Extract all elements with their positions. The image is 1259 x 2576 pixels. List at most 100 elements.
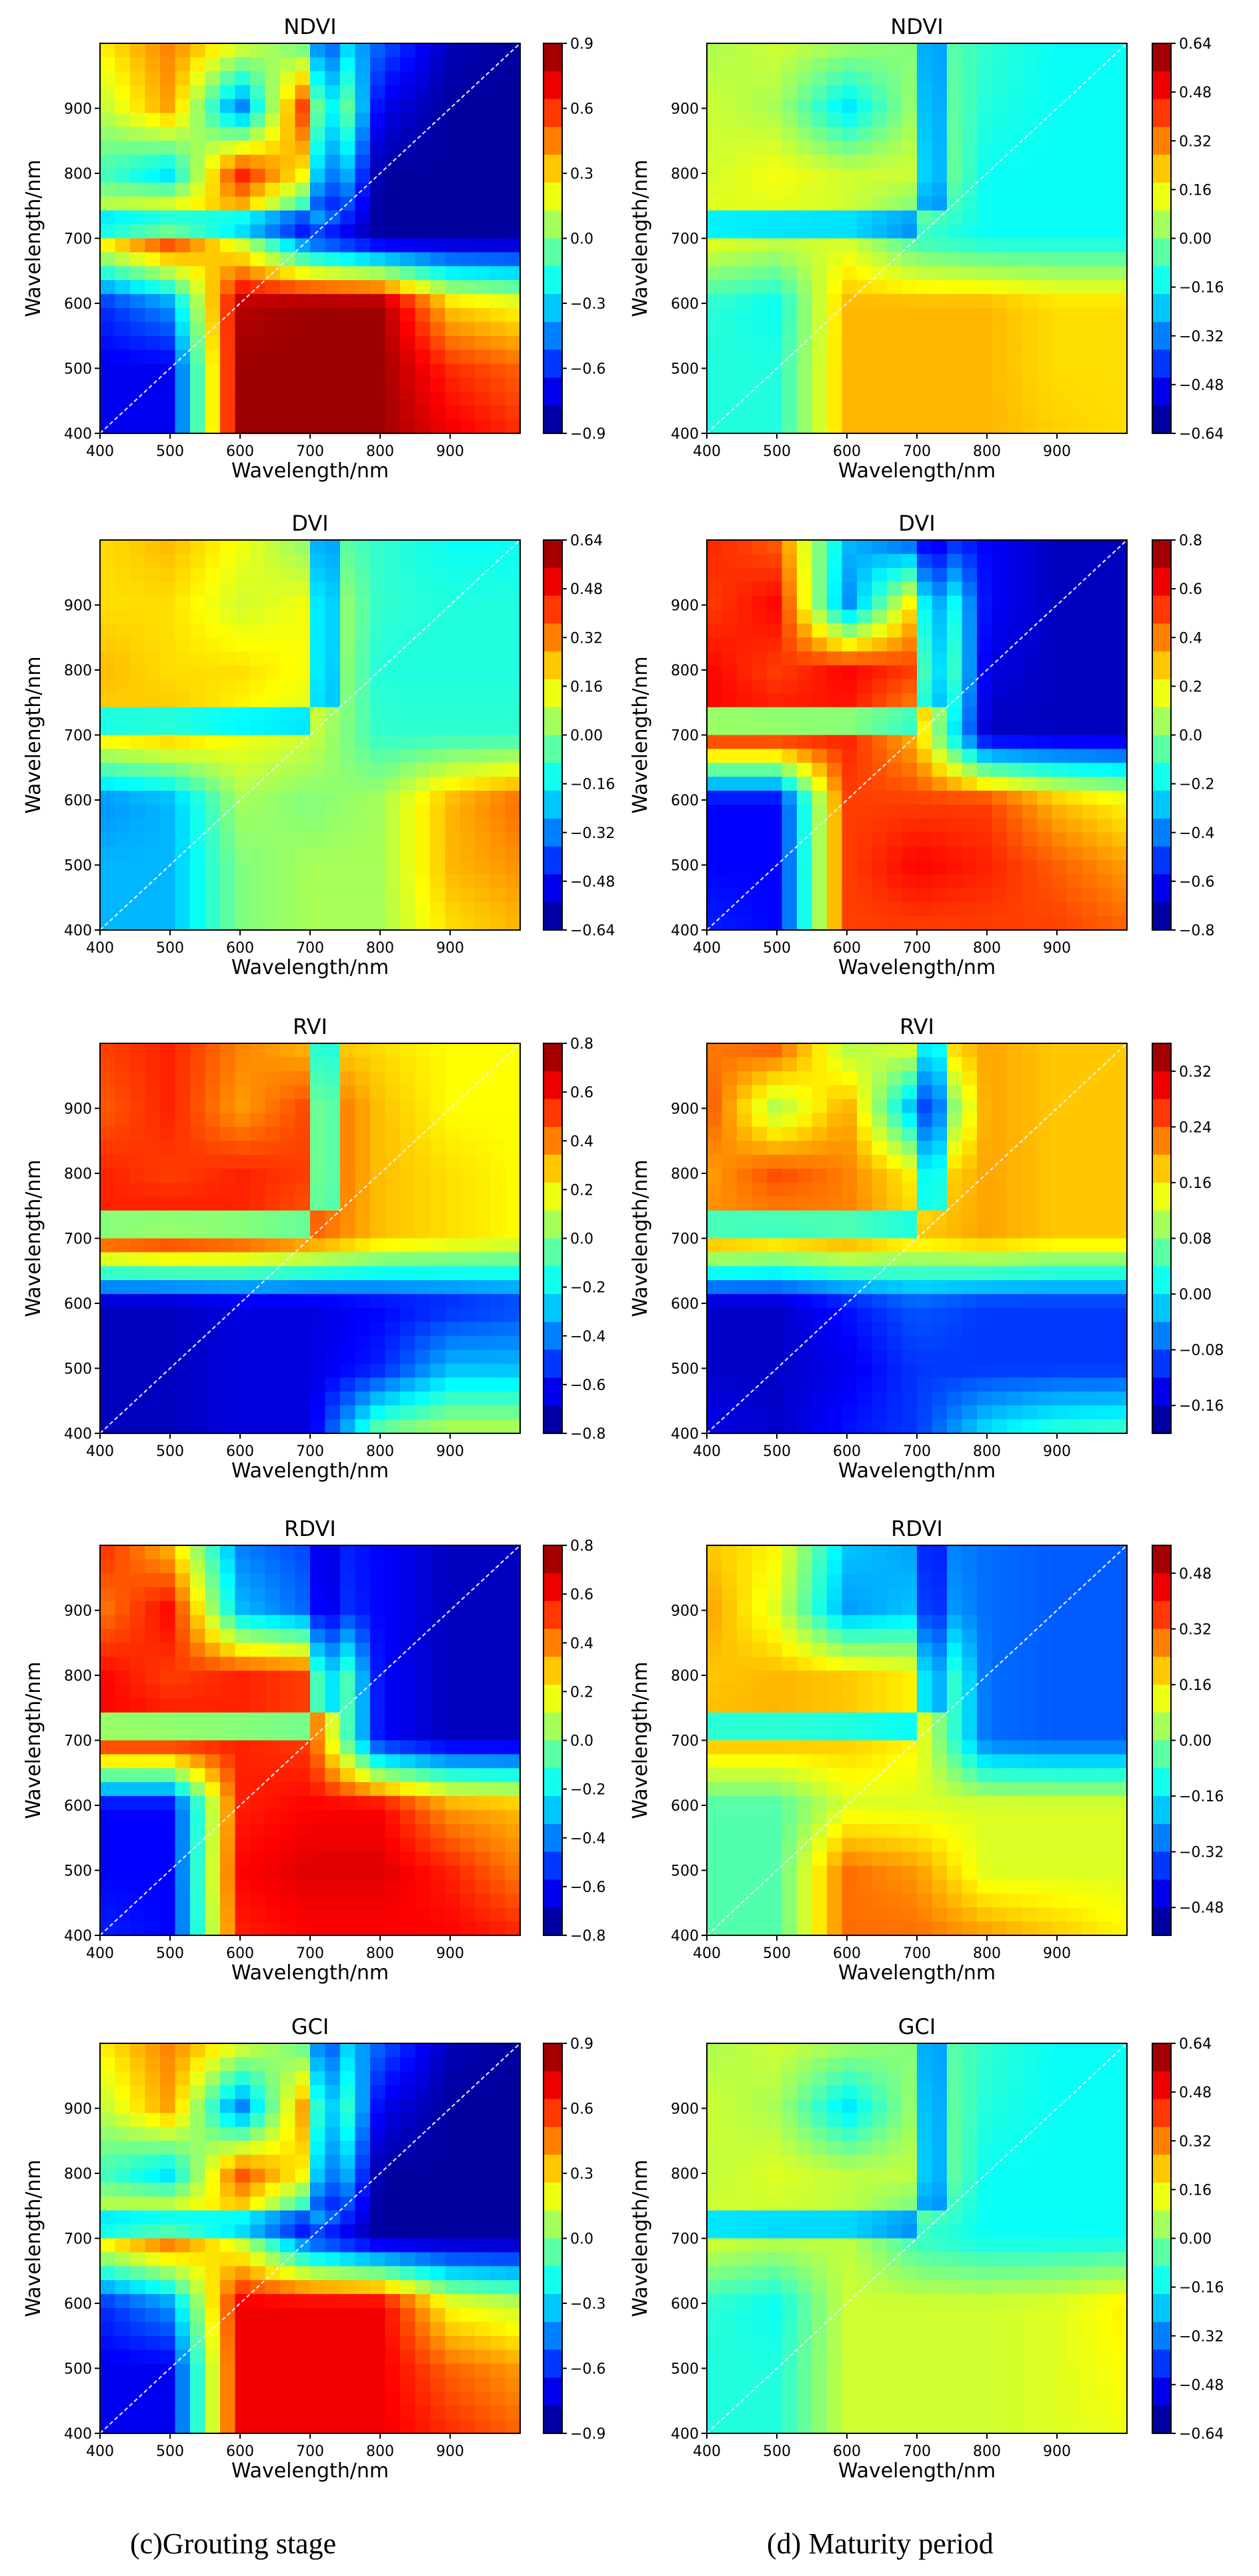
heatmap-cell bbox=[827, 1294, 843, 1309]
heatmap-cell bbox=[977, 1266, 993, 1281]
heatmap-cell bbox=[947, 567, 963, 583]
heatmap-cell bbox=[505, 99, 520, 114]
heatmap-cell bbox=[752, 1057, 768, 1072]
heatmap-cell bbox=[857, 1391, 873, 1406]
heatmap-cell bbox=[947, 71, 963, 86]
heatmap-cell bbox=[812, 651, 828, 666]
heatmap-cell bbox=[460, 1099, 476, 1114]
heatmap-cell bbox=[1067, 623, 1083, 638]
heatmap-cell bbox=[460, 651, 476, 666]
heatmap-cell bbox=[475, 252, 491, 267]
heatmap-cell bbox=[355, 363, 371, 379]
heatmap-cell bbox=[430, 581, 446, 597]
heatmap-cell bbox=[782, 141, 798, 155]
heatmap-cell bbox=[385, 280, 401, 295]
heatmap-cell bbox=[1037, 595, 1053, 611]
heatmap-cell bbox=[115, 846, 131, 861]
heatmap-cell bbox=[707, 1252, 723, 1267]
heatmap-cell bbox=[1022, 294, 1038, 309]
heatmap-cell bbox=[220, 141, 236, 155]
heatmap-cell bbox=[752, 99, 768, 114]
heatmap-cell bbox=[370, 693, 386, 708]
heatmap-cell bbox=[992, 818, 1008, 833]
heatmap-cell bbox=[962, 307, 978, 323]
heatmap-cell bbox=[1067, 735, 1083, 749]
heatmap-cell bbox=[1097, 1280, 1113, 1295]
heatmap-cell bbox=[947, 902, 963, 917]
heatmap-cell bbox=[827, 1085, 843, 1100]
heatmap-cell bbox=[160, 777, 176, 791]
heatmap-cell bbox=[415, 1196, 431, 1211]
heatmap-cell bbox=[992, 1043, 1008, 1058]
heatmap-cell bbox=[370, 321, 386, 337]
heatmap-cell bbox=[415, 1141, 431, 1155]
heatmap-cell bbox=[265, 1405, 281, 1420]
heatmap-cell bbox=[812, 1057, 828, 1072]
heatmap-cell bbox=[310, 651, 326, 666]
heatmap-cell bbox=[812, 113, 828, 127]
heatmap-cell bbox=[842, 224, 858, 239]
heatmap-cell bbox=[722, 735, 738, 749]
heatmap-cell bbox=[340, 1238, 356, 1253]
heatmap-cell bbox=[1067, 196, 1083, 211]
heatmap-cell bbox=[767, 540, 783, 555]
heatmap-cell bbox=[190, 266, 206, 281]
heatmap-cell bbox=[430, 1321, 446, 1337]
heatmap-cell bbox=[310, 581, 326, 597]
heatmap-cell bbox=[355, 1363, 371, 1379]
heatmap-cell bbox=[737, 916, 753, 930]
heatmap-cell bbox=[947, 294, 963, 309]
heatmap-cell bbox=[460, 43, 476, 58]
heatmap-cell bbox=[430, 1391, 446, 1406]
heatmap-cell bbox=[235, 182, 251, 197]
heatmap-cell bbox=[737, 127, 753, 141]
heatmap-cell bbox=[235, 155, 251, 169]
heatmap-cell bbox=[145, 1085, 161, 1100]
heatmap-cell bbox=[1037, 1224, 1053, 1239]
heatmap-cell bbox=[370, 860, 386, 875]
heatmap-cell bbox=[370, 1182, 386, 1197]
heatmap-cell bbox=[265, 1113, 281, 1127]
heatmap-cell bbox=[340, 1349, 356, 1365]
heatmap-cell bbox=[1067, 238, 1083, 253]
heatmap-cell bbox=[887, 846, 903, 861]
heatmap-cell bbox=[220, 1335, 236, 1351]
heatmap-cell bbox=[992, 85, 1008, 100]
heatmap-cell bbox=[145, 1057, 161, 1072]
heatmap-cell bbox=[295, 553, 311, 569]
heatmap-cell bbox=[977, 196, 993, 211]
heatmap-cell bbox=[962, 1321, 978, 1337]
heatmap-cell bbox=[370, 1377, 386, 1392]
heatmap-cell bbox=[445, 651, 461, 666]
heatmap-cell bbox=[220, 266, 236, 281]
heatmap-cell bbox=[100, 349, 116, 365]
heatmap-cell bbox=[160, 294, 176, 309]
heatmap-cell bbox=[145, 391, 161, 406]
heatmap-cell bbox=[842, 238, 858, 253]
heatmap-cell bbox=[490, 916, 506, 930]
y-axis-label: Wavelength/nm bbox=[629, 656, 652, 813]
heatmap-cell bbox=[872, 1294, 888, 1309]
heatmap-cell bbox=[842, 609, 858, 624]
heatmap-cell bbox=[707, 1155, 723, 1169]
heatmap-cell bbox=[932, 581, 948, 597]
colorbar-band bbox=[543, 623, 562, 652]
heatmap-cell bbox=[190, 1169, 206, 1183]
heatmap-cell bbox=[505, 763, 520, 777]
heatmap-cell bbox=[505, 1224, 520, 1239]
heatmap-cell bbox=[857, 735, 873, 749]
heatmap-cell bbox=[797, 99, 813, 114]
heatmap-cell bbox=[415, 57, 431, 72]
colorbar-tick-label: 0.3 bbox=[570, 166, 593, 183]
heatmap-cell bbox=[902, 1182, 918, 1197]
heatmap-cell bbox=[962, 321, 978, 337]
heatmap-cell bbox=[872, 363, 888, 379]
heatmap-cell bbox=[235, 1349, 251, 1365]
heatmap-cell bbox=[235, 1169, 251, 1183]
heatmap-cell bbox=[490, 791, 506, 805]
heatmap-cell bbox=[340, 609, 356, 624]
heatmap-cell bbox=[355, 540, 371, 555]
heatmap-cell bbox=[812, 1391, 828, 1406]
heatmap-cell bbox=[100, 846, 116, 861]
heatmap-cell bbox=[310, 902, 326, 917]
